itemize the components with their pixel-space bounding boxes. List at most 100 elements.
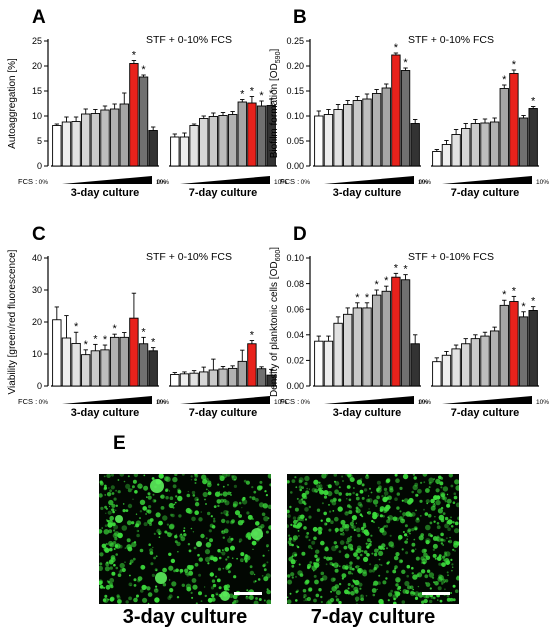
fluorescent-cell: [385, 478, 390, 483]
fluorescent-cell: [399, 516, 403, 520]
fluorescent-cell: [150, 562, 154, 566]
fluorescent-cell: [361, 496, 365, 500]
fluorescent-cell: [240, 552, 245, 557]
fluorescent-cell: [217, 549, 221, 553]
fluorescent-cell: [363, 529, 369, 535]
fluorescent-cell: [142, 597, 148, 603]
fcs-min-label: 0%: [301, 179, 311, 186]
fluorescent-cell: [306, 532, 310, 535]
fluorescent-cell: [396, 591, 401, 596]
fluorescent-cell: [428, 481, 432, 485]
fluorescent-cell: [147, 509, 152, 514]
fluorescent-cell: [334, 480, 336, 483]
fluorescent-cell: [306, 487, 309, 490]
fluorescent-cell: [354, 596, 360, 602]
fluorescent-cell: [292, 516, 297, 520]
fcs-max-label: 10%: [418, 179, 431, 186]
fluorescent-cell: [221, 551, 226, 556]
fluorescent-cell: [183, 529, 186, 532]
fluorescent-cell: [187, 543, 191, 546]
fluorescent-cell: [194, 562, 199, 567]
fluorescent-cell: [374, 548, 379, 553]
fluorescent-cell: [183, 533, 187, 537]
fluorescent-cell: [321, 487, 323, 489]
fluorescent-cell: [359, 513, 363, 516]
fluorescent-cell: [379, 508, 384, 512]
fluorescent-cell: [109, 547, 113, 552]
fluorescent-cell: [194, 474, 198, 476]
fluorescent-cell: [126, 544, 132, 550]
fluorescent-cell: [257, 578, 261, 581]
fluorescent-cell: [372, 593, 376, 597]
fluorescent-cell: [404, 524, 408, 528]
fluorescent-cell: [438, 514, 445, 521]
fluorescent-cell: [339, 565, 341, 567]
bar: [480, 335, 490, 387]
fluorescent-cell: [267, 517, 270, 519]
fluorescent-cell: [202, 491, 208, 498]
fluorescent-cell: [298, 535, 300, 537]
fluorescent-cell: [351, 515, 357, 521]
fluorescent-cell: [213, 505, 217, 508]
bar: [499, 88, 509, 167]
bar: [518, 117, 529, 167]
fluorescent-cell: [222, 549, 224, 551]
fluorescent-cell: [220, 551, 222, 554]
fluorescent-cell: [211, 594, 215, 598]
fluorescent-cell: [420, 569, 426, 574]
fluorescent-cell: [179, 568, 184, 573]
fluorescent-cell: [341, 532, 345, 536]
fluorescent-cell: [381, 495, 384, 498]
fluorescent-cell: [407, 528, 412, 532]
fluorescent-cell: [223, 586, 225, 588]
fluorescent-cell: [234, 510, 241, 516]
fcs-label: FCS :: [280, 177, 299, 186]
fluorescent-cell: [222, 491, 228, 497]
fluorescent-cell: [112, 541, 117, 545]
fluorescent-cell: [114, 537, 118, 541]
fluorescent-cell: [205, 537, 208, 540]
bar-group: *0% 10%7-day culture: [157, 330, 288, 419]
fluorescent-cell: [432, 543, 438, 549]
fluorescent-cell: [243, 479, 247, 483]
significance-marker: *: [269, 88, 274, 100]
fluorescent-cell: [417, 572, 423, 578]
fluorescent-cell: [157, 530, 162, 535]
fluorescent-cell: [268, 525, 271, 530]
fluorescent-cell: [301, 498, 304, 501]
fluorescent-cell: [322, 575, 328, 581]
fluorescent-cell: [155, 512, 161, 518]
fluorescent-cell: [436, 525, 441, 530]
fluorescent-cell: [344, 526, 350, 532]
fluorescent-cell: [109, 578, 115, 583]
fluorescent-cell: [304, 518, 308, 521]
fluorescent-cell: [168, 579, 171, 581]
bar: [362, 307, 372, 387]
fluorescent-cell: [425, 499, 430, 504]
fluorescent-cell: [377, 526, 380, 529]
fluorescent-cell: [265, 530, 269, 534]
fcs-min-label: 0%: [419, 179, 429, 186]
fluorescent-cell: [361, 515, 364, 518]
fluorescent-cell: [379, 514, 383, 518]
fluorescent-cell: [175, 533, 178, 536]
fluorescent-cell: [378, 545, 382, 549]
fluorescent-cell: [287, 540, 292, 545]
fluorescent-cell: [246, 589, 249, 592]
fluorescent-cell: [258, 598, 262, 601]
fluorescent-cell: [432, 576, 435, 579]
fluorescent-cell: [359, 489, 364, 494]
fluorescent-cell: [219, 498, 225, 503]
fluorescent-cell: [108, 505, 111, 508]
fluorescent-cell: [394, 474, 398, 477]
fluorescent-cell: [133, 578, 137, 582]
fluorescent-cell: [171, 581, 177, 587]
fluorescent-cell: [220, 493, 223, 496]
fluorescent-cell: [387, 495, 392, 500]
fluorescent-cell: [137, 530, 140, 532]
fluorescent-cell: [246, 511, 250, 515]
bar: [148, 350, 158, 387]
fluorescent-cell: [373, 580, 379, 586]
fluorescent-cell: [396, 506, 400, 510]
fluorescent-cell: [386, 495, 392, 501]
